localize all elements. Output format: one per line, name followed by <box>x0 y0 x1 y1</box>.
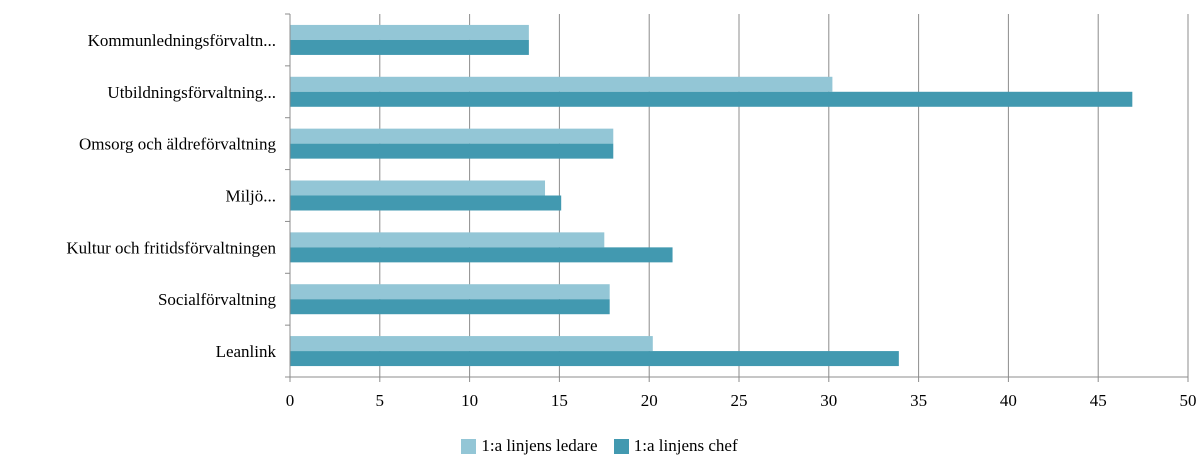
x-tick-label: 50 <box>1180 391 1197 410</box>
x-tick-label: 5 <box>376 391 385 410</box>
bar-chef <box>290 299 610 315</box>
category-label: Leanlink <box>216 342 277 361</box>
legend-item-chef: 1:a linjens chef <box>613 436 738 456</box>
x-tick-label: 30 <box>820 391 837 410</box>
x-tick-label: 0 <box>286 391 295 410</box>
bar-ledare <box>290 232 605 248</box>
category-labels: Kommunledningsförvaltn... Utbildningsförv… <box>66 31 276 361</box>
category-label: Omsorg och äldreförvaltning <box>79 135 277 154</box>
category-label: Kommunledningsförvaltn... <box>88 31 276 50</box>
category-label: Utbildningsförvaltning... <box>107 83 276 102</box>
bar-chef <box>290 39 529 55</box>
bar-chart: Kommunledningsförvaltn... Utbildningsförv… <box>66 13 1197 410</box>
legend-swatch-chef <box>613 438 629 454</box>
grid-lines <box>379 14 1189 377</box>
bar-chef <box>290 351 899 367</box>
bar-chef <box>290 91 1133 107</box>
axes <box>285 13 1189 382</box>
category-label: Kultur och fritidsförvaltningen <box>66 238 276 257</box>
legend-item-ledare: 1:a linjens ledare <box>461 436 598 456</box>
x-tick-label: 15 <box>551 391 568 410</box>
x-tick-label: 35 <box>910 391 927 410</box>
legend-label-chef: 1:a linjens chef <box>633 436 738 455</box>
legend-swatch-ledare <box>461 438 477 454</box>
bar-ledare <box>290 336 653 352</box>
bar-ledare <box>290 180 546 196</box>
category-label: Miljö... <box>225 187 276 206</box>
bars <box>290 24 1133 367</box>
legend-label-ledare: 1:a linjens ledare <box>481 436 598 455</box>
bar-ledare <box>290 128 614 144</box>
legend: 1:a linjens ledare 1:a linjens chef <box>0 436 1199 459</box>
x-tick-label: 10 <box>461 391 478 410</box>
tick-labels: 0 5 10 15 20 25 30 35 40 45 50 <box>286 391 1197 410</box>
bar-chef <box>290 143 614 159</box>
category-label: Socialförvaltning <box>158 290 277 309</box>
x-tick-label: 40 <box>1000 391 1017 410</box>
bar-chef <box>290 195 562 211</box>
bar-ledare <box>290 76 833 92</box>
bar-ledare <box>290 24 529 40</box>
bar-ledare <box>290 284 610 300</box>
bar-chef <box>290 247 673 263</box>
x-tick-label: 20 <box>641 391 658 410</box>
x-tick-label: 25 <box>731 391 748 410</box>
x-tick-label: 45 <box>1090 391 1107 410</box>
